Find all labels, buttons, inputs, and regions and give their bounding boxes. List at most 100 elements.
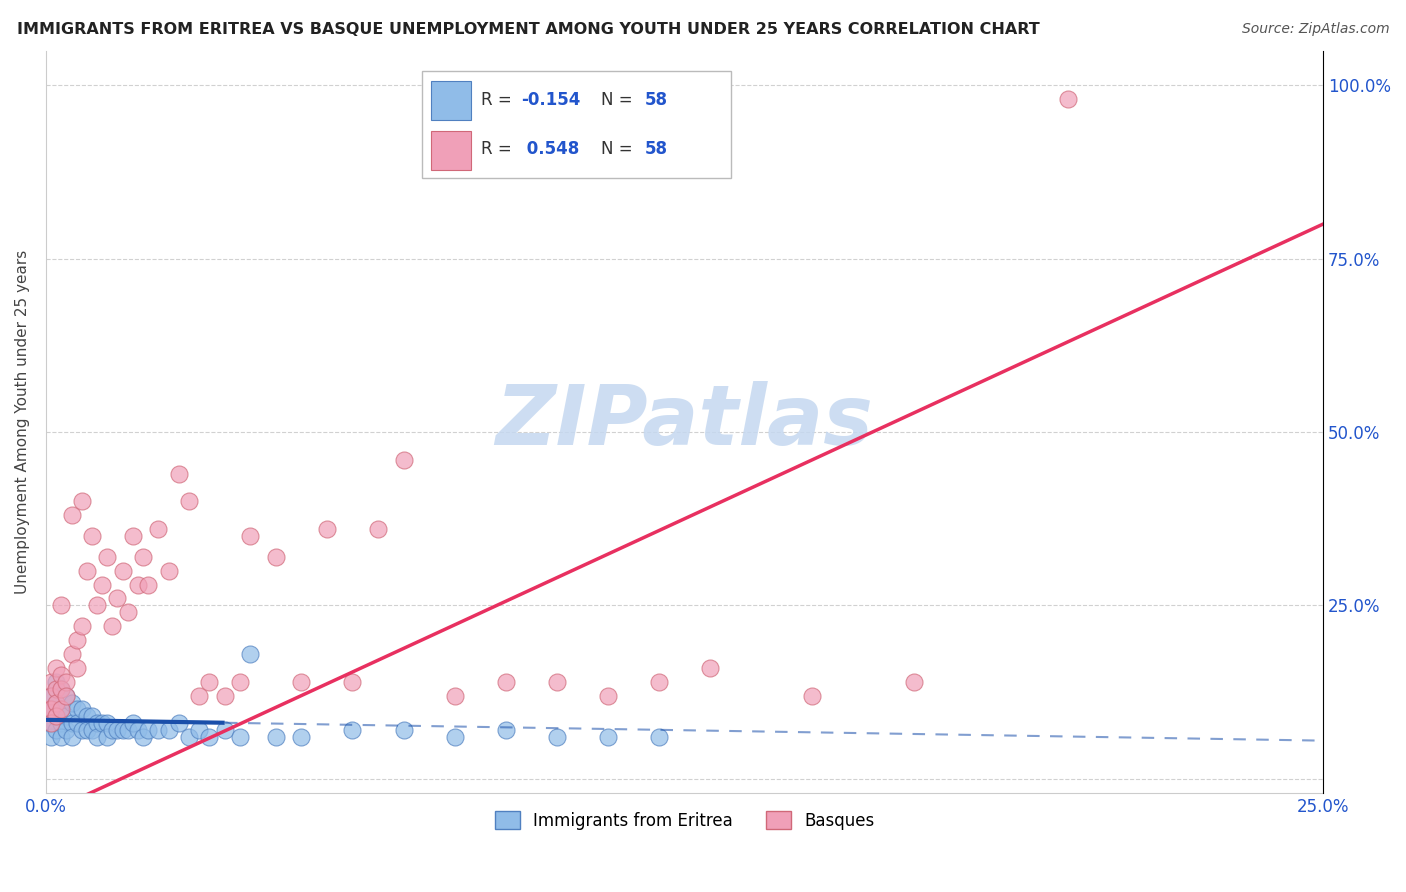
Point bbox=[177, 494, 200, 508]
Text: Source: ZipAtlas.com: Source: ZipAtlas.com bbox=[1241, 22, 1389, 37]
Point bbox=[117, 723, 139, 738]
Point bbox=[316, 522, 339, 536]
Point bbox=[86, 730, 108, 744]
Point bbox=[39, 689, 62, 703]
Point bbox=[157, 564, 180, 578]
Point bbox=[546, 730, 568, 744]
Point bbox=[699, 661, 721, 675]
Point bbox=[132, 549, 155, 564]
Text: -0.154: -0.154 bbox=[520, 91, 581, 109]
Point bbox=[214, 689, 236, 703]
Point bbox=[38, 716, 60, 731]
Point bbox=[546, 674, 568, 689]
Point bbox=[132, 730, 155, 744]
Point bbox=[39, 674, 62, 689]
Point bbox=[45, 696, 67, 710]
Point bbox=[55, 723, 77, 738]
Point bbox=[342, 674, 364, 689]
Point bbox=[229, 730, 252, 744]
Point bbox=[148, 723, 170, 738]
Text: R =: R = bbox=[481, 91, 516, 109]
Point bbox=[443, 689, 465, 703]
Point bbox=[117, 606, 139, 620]
Point bbox=[167, 467, 190, 481]
Point bbox=[264, 730, 287, 744]
Point bbox=[111, 564, 134, 578]
Text: ZIPatlas: ZIPatlas bbox=[496, 381, 873, 462]
Point bbox=[55, 689, 77, 703]
Point bbox=[101, 723, 124, 738]
Point bbox=[51, 730, 73, 744]
Legend: Immigrants from Eritrea, Basques: Immigrants from Eritrea, Basques bbox=[488, 805, 882, 837]
Point bbox=[239, 529, 262, 543]
Point bbox=[495, 723, 517, 738]
Text: 58: 58 bbox=[644, 91, 668, 109]
Point bbox=[76, 564, 98, 578]
Point bbox=[392, 452, 415, 467]
Point bbox=[55, 689, 77, 703]
Point bbox=[70, 702, 93, 716]
Point bbox=[39, 702, 62, 716]
Point bbox=[188, 723, 211, 738]
Point bbox=[51, 681, 73, 696]
Point bbox=[65, 716, 87, 731]
Point bbox=[290, 674, 312, 689]
Point bbox=[70, 619, 93, 633]
Point bbox=[392, 723, 415, 738]
Point bbox=[177, 730, 200, 744]
Text: N =: N = bbox=[602, 141, 638, 159]
Point bbox=[39, 702, 62, 716]
Point bbox=[65, 633, 87, 648]
Point bbox=[76, 709, 98, 723]
Text: R =: R = bbox=[481, 141, 516, 159]
Point bbox=[45, 674, 67, 689]
Point bbox=[148, 522, 170, 536]
Point bbox=[107, 723, 129, 738]
Point bbox=[51, 702, 73, 716]
FancyBboxPatch shape bbox=[432, 81, 471, 120]
Point bbox=[91, 577, 114, 591]
Point bbox=[65, 702, 87, 716]
Y-axis label: Unemployment Among Youth under 25 years: Unemployment Among Youth under 25 years bbox=[15, 250, 30, 594]
Point bbox=[648, 674, 671, 689]
Point bbox=[136, 577, 159, 591]
Point bbox=[60, 647, 83, 661]
Point bbox=[45, 681, 67, 696]
Point bbox=[60, 696, 83, 710]
Point bbox=[80, 709, 103, 723]
Point bbox=[111, 723, 134, 738]
Point bbox=[45, 709, 67, 723]
Point bbox=[198, 730, 221, 744]
Point bbox=[55, 674, 77, 689]
Point bbox=[903, 674, 925, 689]
Point bbox=[801, 689, 824, 703]
Point bbox=[96, 716, 118, 731]
Point bbox=[51, 716, 73, 731]
Point bbox=[198, 674, 221, 689]
Text: IMMIGRANTS FROM ERITREA VS BASQUE UNEMPLOYMENT AMONG YOUTH UNDER 25 YEARS CORREL: IMMIGRANTS FROM ERITREA VS BASQUE UNEMPL… bbox=[17, 22, 1039, 37]
Point bbox=[76, 723, 98, 738]
Point bbox=[60, 730, 83, 744]
Point bbox=[65, 661, 87, 675]
Point bbox=[51, 599, 73, 613]
Point bbox=[39, 716, 62, 731]
Point bbox=[39, 689, 62, 703]
Point bbox=[107, 591, 129, 606]
Point bbox=[45, 723, 67, 738]
Point bbox=[96, 549, 118, 564]
Point bbox=[495, 674, 517, 689]
Point bbox=[39, 716, 62, 731]
Point bbox=[596, 730, 619, 744]
Point bbox=[91, 716, 114, 731]
Point bbox=[121, 529, 143, 543]
Point bbox=[55, 709, 77, 723]
Point bbox=[60, 716, 83, 731]
Point bbox=[45, 709, 67, 723]
Point bbox=[86, 599, 108, 613]
Point bbox=[51, 667, 73, 681]
Point bbox=[70, 494, 93, 508]
Point bbox=[45, 696, 67, 710]
Point bbox=[239, 647, 262, 661]
Point bbox=[101, 619, 124, 633]
Point bbox=[51, 702, 73, 716]
